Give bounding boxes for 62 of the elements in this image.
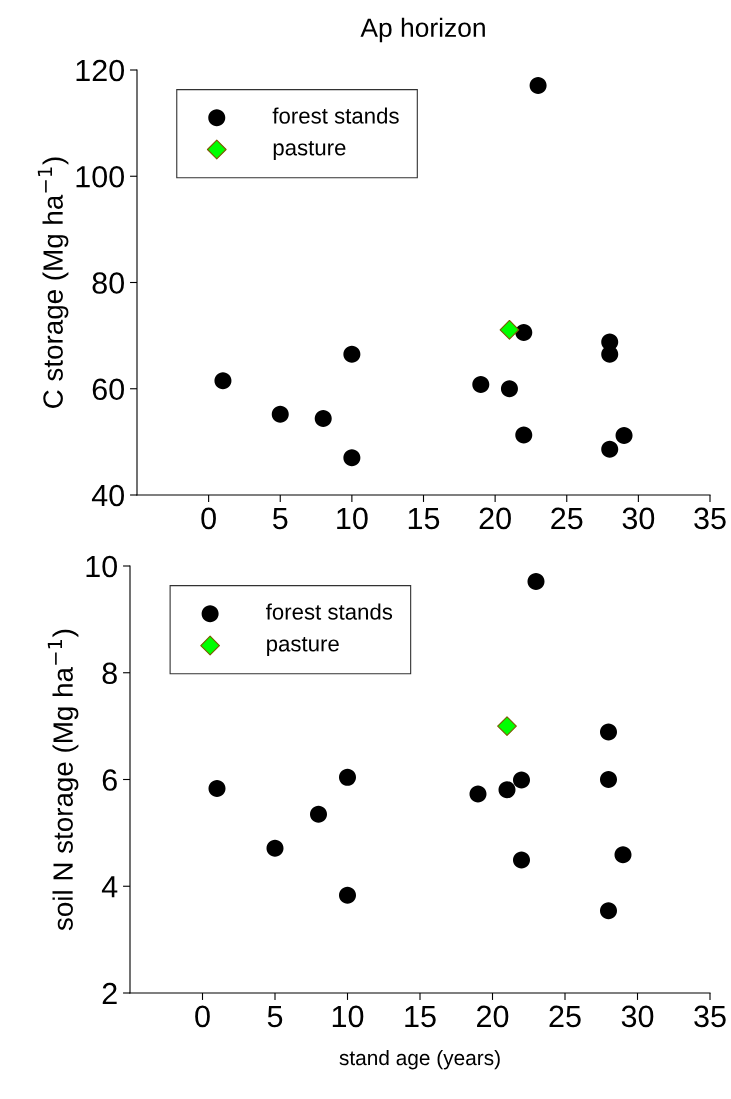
x-tick-label: 20 xyxy=(477,1005,509,1028)
point xyxy=(498,781,516,799)
legend-label: pasture xyxy=(273,140,346,160)
point xyxy=(497,716,517,736)
point xyxy=(472,375,490,394)
x-tick-label: 25 xyxy=(549,1005,581,1028)
y-tick-label: 8 xyxy=(102,662,117,685)
point xyxy=(469,785,487,803)
legend-label: forest stands xyxy=(265,603,393,620)
point xyxy=(529,76,547,94)
point xyxy=(599,902,618,920)
x-tick-label: 35 xyxy=(694,507,726,530)
point xyxy=(309,805,328,823)
point xyxy=(599,723,618,741)
chart-title: Ap horizon xyxy=(360,17,485,43)
y-tick-label: 80 xyxy=(92,272,124,294)
point xyxy=(615,426,633,445)
y-axis-title: soil N storage (Mg ha$^{−1}$) xyxy=(47,629,79,931)
y-tick-label: 4 xyxy=(101,876,118,898)
point xyxy=(500,380,518,398)
x-tick-label: 5 xyxy=(267,1005,283,1028)
x-tick-label: 30 xyxy=(622,507,655,530)
x-tick-label: 25 xyxy=(551,507,583,530)
x-tick-label: 20 xyxy=(479,507,511,530)
point xyxy=(512,771,531,789)
point xyxy=(512,851,531,869)
point xyxy=(314,409,332,428)
point xyxy=(343,449,361,467)
y-tick-label: 40 xyxy=(91,484,124,507)
point xyxy=(614,846,632,864)
point xyxy=(338,886,357,904)
point xyxy=(266,839,284,857)
y-tick-label: 2 xyxy=(102,982,117,1005)
x-tick-label: 0 xyxy=(195,1005,210,1028)
point xyxy=(338,768,357,786)
point xyxy=(515,323,533,341)
y-tick-label: 100 xyxy=(76,165,124,188)
x-tick-label: 5 xyxy=(272,507,288,530)
x-tick-label: 10 xyxy=(337,507,368,530)
x-axis-title: stand age (years) xyxy=(339,1049,500,1070)
y-tick-label: 60 xyxy=(92,378,124,401)
y-axis-title: C storage (Mg ha$^{−1}$) xyxy=(37,157,69,408)
point xyxy=(499,319,520,340)
y-tick-label: 6 xyxy=(102,769,117,791)
point xyxy=(208,780,226,798)
legend-label: forest stands xyxy=(272,107,399,124)
y-tick-label: 120 xyxy=(76,59,124,82)
legend-label: pasture xyxy=(267,636,339,656)
x-tick-label: 35 xyxy=(694,1005,726,1028)
point xyxy=(599,770,618,789)
point xyxy=(601,440,619,458)
point xyxy=(527,572,545,590)
point xyxy=(343,345,361,363)
x-tick-label: 30 xyxy=(621,1005,654,1028)
x-tick-label: 10 xyxy=(332,1005,364,1028)
x-tick-label: 15 xyxy=(405,1005,436,1028)
point xyxy=(271,405,289,423)
point xyxy=(515,426,533,444)
y-tick-label: 10 xyxy=(86,555,117,578)
x-tick-label: 0 xyxy=(201,507,216,530)
x-tick-label: 15 xyxy=(408,507,440,530)
point xyxy=(214,372,232,390)
